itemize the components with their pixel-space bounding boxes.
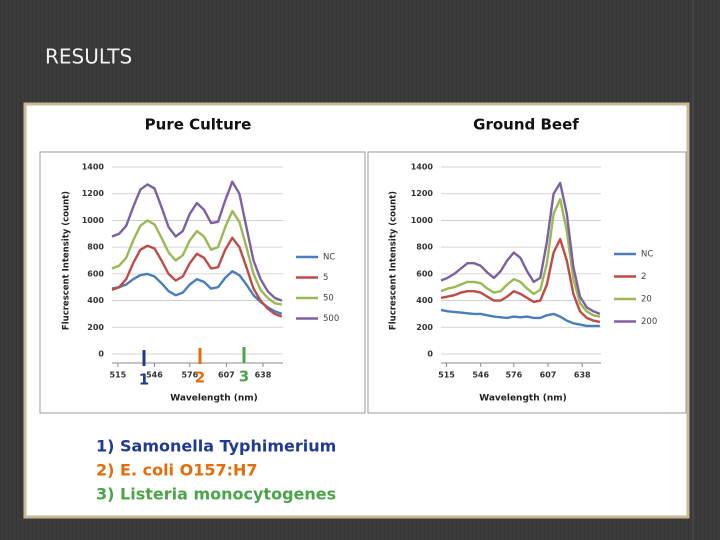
x-tick-label: 638 (574, 371, 591, 380)
legend-label: NC (641, 250, 653, 260)
y-tick-label: 1000 (82, 216, 105, 225)
x-tick-label: 546 (472, 371, 489, 380)
y-tick-label: 1200 (82, 189, 105, 198)
y-tick-label: 200 (87, 323, 104, 332)
legend-label: NC (323, 253, 335, 263)
legend-label: 500 (323, 314, 339, 324)
chart-title: Ground Beef (473, 116, 579, 134)
x-tick-label: 576 (181, 371, 198, 380)
series-line (111, 270, 283, 316)
x-tick-label: 576 (505, 371, 522, 380)
chart-title: Pure Culture (145, 116, 252, 134)
series-line (440, 308, 600, 328)
peak-label: 1 (139, 371, 149, 389)
x-axis-label: Wavelength (nm) (479, 394, 567, 404)
x-axis-label: Wavelength (nm) (170, 394, 258, 404)
y-axis-label: Flucrescent Intensity (count) (62, 191, 72, 330)
y-tick-label: 400 (87, 296, 104, 305)
peak-marker (198, 348, 202, 364)
organism-label: 2) E. coli O157:H7 (96, 461, 258, 480)
series-line (440, 181, 601, 316)
legend-label: 5 (323, 273, 328, 283)
y-tick-label: 200 (416, 323, 433, 332)
y-tick-label: 400 (416, 296, 433, 305)
y-tick-label: 1400 (411, 163, 434, 172)
peak-marker (242, 347, 246, 363)
chart-box (367, 151, 687, 414)
series-line (111, 209, 283, 306)
x-tick-label: 607 (540, 371, 557, 380)
legend-label: 20 (641, 295, 652, 305)
peak-label: 2 (195, 369, 205, 387)
series-line (111, 180, 283, 302)
y-tick-label: 0 (427, 350, 433, 359)
x-tick-label: 515 (110, 371, 127, 380)
y-tick-label: 800 (87, 243, 104, 252)
y-tick-label: 1000 (411, 216, 434, 225)
organism-label: 3) Listeria monocytogenes (96, 485, 336, 504)
y-tick-label: 0 (98, 350, 104, 359)
y-tick-label: 600 (416, 269, 433, 278)
x-tick-label: 546 (146, 371, 163, 380)
organism-label: 1) Samonella Typhimerium (96, 437, 336, 456)
y-tick-label: 1200 (411, 189, 434, 198)
y-axis-label: Flucrescent Intensity (count) (389, 191, 399, 330)
y-tick-label: 800 (416, 243, 433, 252)
series-line (111, 236, 283, 318)
y-tick-label: 1400 (82, 163, 105, 172)
legend-label: 50 (323, 294, 334, 304)
x-tick-label: 515 (438, 371, 455, 380)
legend-label: 2 (641, 272, 646, 282)
slide-title: RESULTS (45, 45, 132, 69)
x-tick-label: 607 (218, 371, 235, 380)
series-line (440, 237, 601, 324)
legend-label: 200 (641, 317, 657, 327)
peak-label: 3 (239, 368, 249, 386)
series-line (440, 197, 601, 318)
peak-marker (142, 350, 146, 366)
x-tick-label: 638 (255, 371, 272, 380)
y-tick-label: 600 (87, 269, 104, 278)
